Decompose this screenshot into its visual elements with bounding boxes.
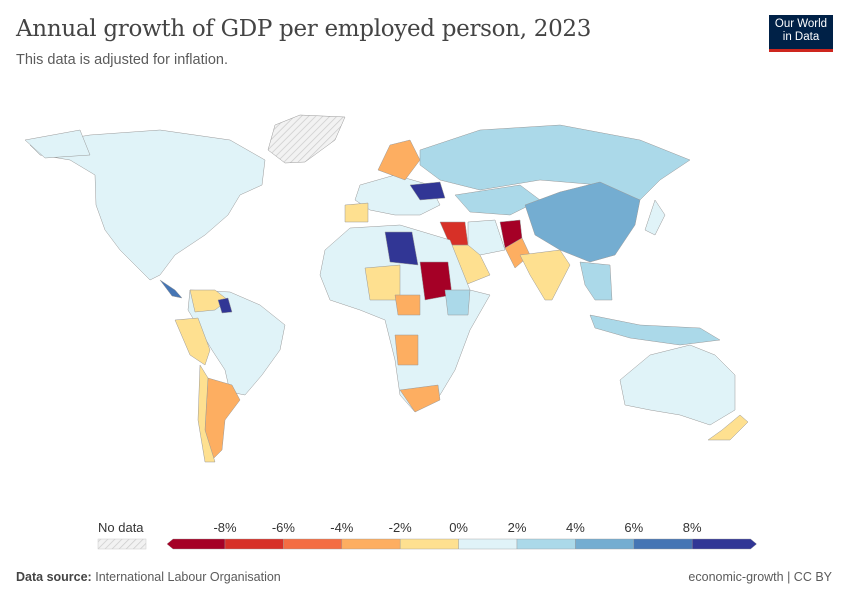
legend-tick-label: 6% [624, 520, 644, 535]
country-peru[interactable] [174, 317, 211, 366]
legend-bar [97, 538, 757, 550]
country-ukraine[interactable] [409, 181, 446, 201]
country-alaska[interactable] [24, 129, 91, 159]
country-ethiopia[interactable] [444, 289, 471, 316]
country-china[interactable] [524, 181, 641, 263]
country-nigeria[interactable] [394, 294, 421, 316]
country-chile[interactable] [197, 364, 216, 463]
country-central-america[interactable] [159, 279, 183, 299]
owid-logo[interactable]: Our World in Data [769, 15, 833, 52]
no-data-label: No data [98, 520, 144, 535]
country-india[interactable] [519, 249, 571, 301]
no-data-swatch [97, 538, 147, 550]
legend-tick-label: 4% [565, 520, 585, 535]
chart-title: Annual growth of GDP per employed person… [16, 16, 592, 42]
legend-tick-label: -4% [330, 520, 354, 535]
legend-tick-label: -2% [388, 520, 412, 535]
legend-tick-label: -6% [271, 520, 295, 535]
legend-bin[interactable] [166, 538, 226, 550]
country-libya[interactable] [384, 231, 419, 266]
country-australia[interactable] [619, 344, 736, 426]
country-north-america[interactable] [29, 129, 266, 281]
legend-bin[interactable] [633, 538, 693, 550]
country-southeast-asia[interactable] [579, 261, 613, 301]
country-angola[interactable] [394, 334, 419, 366]
country-japan[interactable] [644, 199, 666, 236]
legend-bin[interactable] [400, 538, 459, 550]
legend-bin[interactable] [224, 538, 284, 550]
slug-license[interactable]: economic-growth | CC BY [688, 570, 832, 584]
legend-bin[interactable] [516, 538, 576, 550]
country-kazakhstan[interactable] [454, 184, 541, 216]
legend-bin[interactable] [692, 538, 757, 550]
country-scandinavia[interactable] [377, 139, 421, 181]
country-new-zealand[interactable] [707, 414, 749, 441]
country-iran[interactable] [467, 219, 506, 256]
country-iberia[interactable] [344, 202, 369, 223]
legend-tick-label: 0% [449, 520, 468, 535]
data-source: Data source: International Labour Organi… [16, 570, 281, 584]
source-label: Data source: [16, 570, 92, 584]
country-south-africa[interactable] [399, 384, 441, 413]
country-russia[interactable] [419, 124, 691, 201]
legend-tick-label: -8% [213, 520, 237, 535]
country-guyana[interactable] [217, 297, 233, 314]
legend-tick-label: 2% [507, 520, 527, 535]
color-legend: No data -8% -6% -4% -2% 0% 2% 4% 6% 8% [0, 512, 850, 557]
legend-tick-label: 8% [682, 520, 702, 535]
country-greenland[interactable] [267, 114, 346, 164]
legend-bin[interactable] [458, 538, 518, 550]
legend-bin[interactable] [575, 538, 634, 550]
country-indonesia[interactable] [589, 314, 721, 346]
source-name[interactable]: International Labour Organisation [95, 570, 281, 584]
world-map [24, 114, 749, 463]
legend-bin[interactable] [341, 538, 401, 550]
chart-subtitle: This data is adjusted for inflation. [16, 52, 228, 68]
legend-bin[interactable] [283, 538, 342, 550]
